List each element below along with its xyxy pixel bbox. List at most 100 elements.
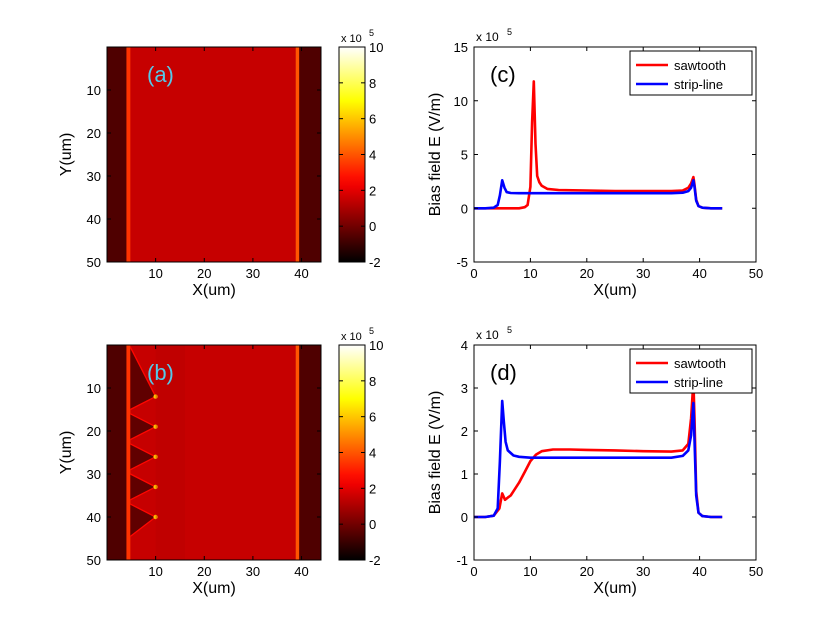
axes-frame	[106, 344, 322, 561]
axis-exponent: x 10	[476, 30, 499, 44]
sawtooth-tip	[153, 394, 158, 399]
sawtooth-tip	[153, 514, 158, 520]
y-tick-label: 2	[461, 424, 468, 439]
x-tick-label: 40	[692, 266, 706, 281]
y-tick-label: 10	[87, 83, 101, 98]
panel-label: (d)	[490, 360, 517, 385]
colorbar: -2 0 2 4 6 8 10 x 10 5	[338, 28, 383, 270]
x-tick-label: 30	[636, 564, 650, 579]
tip-halo	[155, 345, 185, 560]
y-tick-label: -5	[456, 255, 468, 270]
colorbar-tick-label: 8	[369, 76, 376, 91]
y-tick-label: 30	[87, 467, 101, 482]
y-tick-label: 40	[87, 212, 101, 227]
legend-label: sawtooth	[674, 58, 726, 73]
x-axis-label: X(um)	[593, 282, 637, 299]
x-tick-label: 10	[148, 564, 162, 579]
colorbar-tick-label: 8	[369, 374, 376, 389]
heatmap-panel-a: 10 20 30 40 10 20 30 40 50 X(um) Y(um) (a)	[58, 46, 322, 299]
y-tick-label: 5	[461, 148, 468, 163]
legend: sawtooth strip-line	[629, 348, 753, 394]
colorbar-tick-label: 4	[369, 446, 376, 461]
axis-exponent-power: 5	[507, 325, 512, 335]
y-tick-label: 40	[87, 510, 101, 525]
sawtooth-electrode	[130, 345, 156, 560]
series-line-strip-line	[474, 399, 723, 519]
colorbar-exponent-power: 5	[369, 28, 374, 38]
colorbar-tick-label: 2	[369, 481, 376, 496]
x-tick-label: 50	[749, 266, 763, 281]
y-tick-label: 15	[454, 40, 468, 55]
y-axis-label: Y(um)	[58, 133, 75, 177]
axes-frame	[473, 344, 757, 561]
x-tick-label: 30	[636, 266, 650, 281]
axes-frame	[106, 46, 322, 263]
left-electrode-region	[107, 345, 127, 560]
axis-exponent-power: 5	[507, 27, 512, 37]
y-tick-label: -1	[456, 553, 468, 568]
legend-label: strip-line	[674, 77, 723, 92]
colorbar-gradient	[338, 344, 366, 561]
y-tick-label: 3	[461, 381, 468, 396]
x-tick-label: 20	[197, 266, 211, 281]
x-tick-label: 10	[148, 266, 162, 281]
x-tick-label: 10	[523, 564, 537, 579]
left-electrode-region	[107, 47, 127, 262]
x-tick-label: 20	[580, 564, 594, 579]
y-tick-label: 0	[461, 510, 468, 525]
x-axis-label: X(um)	[192, 282, 236, 299]
x-tick-label: 20	[580, 266, 594, 281]
y-tick-label: 30	[87, 169, 101, 184]
y-axis-label: Y(um)	[58, 431, 75, 475]
x-tick-label: 0	[470, 266, 477, 281]
right-edge-line	[295, 47, 300, 262]
x-tick-label: 50	[749, 564, 763, 579]
legend-label: sawtooth	[674, 356, 726, 371]
x-axis-label: X(um)	[192, 580, 236, 597]
colorbar-tick-label: -2	[369, 553, 381, 568]
y-tick-label: 20	[87, 424, 101, 439]
legend-box	[629, 50, 753, 96]
colorbar-tick-label: 6	[369, 112, 376, 127]
colorbar-tick-label: 0	[369, 517, 376, 532]
right-electrode-region	[299, 345, 321, 560]
x-tick-label: 20	[197, 564, 211, 579]
left-edge-line	[126, 47, 131, 262]
x-tick-label: 30	[246, 266, 260, 281]
colorbar-tick-label: 10	[369, 338, 383, 353]
legend-label: strip-line	[674, 375, 723, 390]
x-tick-label: 40	[692, 564, 706, 579]
x-tick-label: 30	[246, 564, 260, 579]
right-edge-line	[295, 345, 300, 560]
y-tick-label: 50	[87, 255, 101, 270]
colorbar-exponent: x 10	[341, 331, 362, 343]
y-tick-label: 10	[87, 381, 101, 396]
y-tick-label: 10	[454, 94, 468, 109]
right-electrode-region	[299, 47, 321, 262]
colorbar-tick-label: 6	[369, 410, 376, 425]
colorbar-exponent-power: 5	[369, 326, 374, 336]
sawtooth-tip	[153, 424, 158, 429]
x-tick-label: 40	[294, 564, 308, 579]
y-tick-label: 0	[461, 201, 468, 216]
heatmap-field	[107, 47, 321, 262]
heatmap-panel-b: 10 20 30 40 10 20 30 40 50 X(um) Y(um) (b)	[58, 344, 322, 597]
panel-label: (b)	[147, 360, 174, 385]
legend-box	[629, 348, 753, 394]
colorbar-tick-label: 0	[369, 219, 376, 234]
x-tick-label: 10	[523, 266, 537, 281]
x-tick-label: 40	[294, 266, 308, 281]
colorbar-tick-label: 4	[369, 148, 376, 163]
colorbar-tick-label: 2	[369, 183, 376, 198]
y-tick-label: 4	[461, 338, 468, 353]
legend: sawtooth strip-line	[629, 50, 753, 96]
colorbar-tick-label: 10	[369, 40, 383, 55]
sawtooth-tip	[153, 454, 158, 459]
x-tick-label: 0	[470, 564, 477, 579]
panel-label: (a)	[147, 62, 174, 87]
colorbar-tick-label: -2	[369, 255, 381, 270]
axis-exponent: x 10	[476, 328, 499, 342]
